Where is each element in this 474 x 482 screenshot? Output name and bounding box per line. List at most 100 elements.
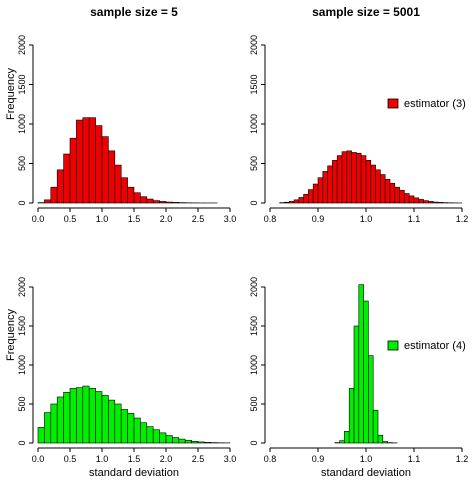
y-axis-label: Frequency xyxy=(5,309,17,361)
histogram-bar xyxy=(146,426,154,444)
x-tick-label: 1.0 xyxy=(360,214,373,224)
histogram-bar xyxy=(351,152,357,204)
histogram-bar xyxy=(44,199,52,204)
y-tick-label: 1500 xyxy=(249,316,259,336)
x-tick-label: 2.0 xyxy=(160,454,173,464)
x-tick-label: 1.2 xyxy=(456,214,469,224)
legend-swatch xyxy=(387,340,399,351)
y-tick-label: 2000 xyxy=(17,277,27,297)
histogram-bar xyxy=(133,192,141,204)
histogram-bar xyxy=(50,186,58,204)
histogram-bar xyxy=(172,202,180,204)
y-tick-label: 2000 xyxy=(249,277,259,297)
x-tick-label: 1.0 xyxy=(96,214,109,224)
histogram-bar xyxy=(365,160,372,204)
histogram-bar xyxy=(418,199,424,204)
histogram-bar xyxy=(50,403,58,444)
histogram-bar xyxy=(404,193,410,204)
histogram-bar xyxy=(76,119,84,204)
y-tick-label: 1000 xyxy=(249,114,259,134)
y-tick-label: 1500 xyxy=(249,74,259,94)
histogram-bar xyxy=(432,201,439,204)
histogram-bar xyxy=(341,151,348,204)
histogram-bar xyxy=(423,200,429,204)
x-tick-label: 0.9 xyxy=(312,214,325,224)
histogram-bar xyxy=(159,201,167,204)
histogram-bar xyxy=(108,399,116,444)
x-tick-label: 1.2 xyxy=(456,454,469,464)
histogram-bar xyxy=(127,186,135,204)
y-tick-label: 2000 xyxy=(17,35,27,55)
histogram-bar xyxy=(284,201,290,204)
histogram-bar xyxy=(327,165,333,204)
histogram-bar xyxy=(336,155,343,204)
histogram-bar xyxy=(363,300,369,444)
histogram-bar xyxy=(101,136,109,204)
y-tick-label: 1500 xyxy=(17,316,27,336)
column-title-right: sample size = 5001 xyxy=(312,5,420,19)
histogram-bar xyxy=(140,422,148,444)
histogram-bar xyxy=(95,391,103,444)
histogram-bar xyxy=(382,441,388,444)
histogram-bar xyxy=(120,177,128,204)
y-tick-label: 0 xyxy=(249,440,259,445)
histogram-bar xyxy=(413,197,420,204)
x-tick-label: 0.5 xyxy=(64,454,77,464)
x-tick-label: 1.0 xyxy=(360,454,373,464)
x-tick-label: 0.8 xyxy=(264,214,277,224)
y-tick-label: 2000 xyxy=(249,35,259,55)
histogram-bar xyxy=(69,388,77,444)
histogram-bar xyxy=(133,417,141,444)
histogram-bar xyxy=(368,355,374,444)
histogram-bar xyxy=(44,412,52,444)
histogram-bar xyxy=(356,152,362,204)
panel-top-right: 0.8 0.9 1.0 1.1 1.2 0 500 1000 1500 2000 estimator… xyxy=(249,35,468,224)
y-tick-label: 0 xyxy=(17,200,27,205)
histogram-bar xyxy=(172,437,180,444)
histogram-bar xyxy=(165,435,173,444)
x-tick-label: 1.1 xyxy=(408,214,421,224)
histogram-bar xyxy=(380,174,386,204)
histogram-bar xyxy=(191,440,199,444)
histogram-bar xyxy=(437,202,444,204)
histogram-bar xyxy=(95,125,103,204)
y-tick-label: 500 xyxy=(17,396,27,411)
y-tick-label: 1000 xyxy=(249,355,259,375)
histogram-bar xyxy=(114,403,122,444)
histogram-bar xyxy=(184,439,192,444)
histogram-bar xyxy=(428,201,434,204)
x-tick-label: 0.8 xyxy=(264,454,277,464)
y-tick-label: 1000 xyxy=(17,355,27,375)
x-tick-label: 1.5 xyxy=(128,454,141,464)
histogram-bar xyxy=(358,284,364,444)
x-tick-label: 2.5 xyxy=(192,454,205,464)
histogram-bar xyxy=(178,438,186,444)
histogram-bar xyxy=(298,197,304,204)
histogram-bar xyxy=(394,186,400,204)
histogram-bar xyxy=(293,199,300,204)
histogram-bar xyxy=(140,196,148,204)
histogram-bar xyxy=(101,395,109,444)
y-tick-label: 500 xyxy=(249,156,259,171)
panel-bottom-right: 0.8 0.9 1.0 1.1 1.2 0 500 1000 1500 2000 standard … xyxy=(249,277,468,479)
histogram-bar xyxy=(370,164,376,204)
histogram-bar xyxy=(152,200,160,204)
y-axis-label: Frequency xyxy=(5,68,17,120)
x-axis-label: standard deviation xyxy=(89,467,179,479)
x-tick-label: 0.9 xyxy=(312,454,325,464)
x-axis-label: standard deviation xyxy=(321,467,411,479)
x-tick-label: 2.0 xyxy=(160,214,173,224)
histogram-bar xyxy=(56,169,64,204)
histogram-bar xyxy=(375,169,381,204)
x-tick-label: 0.0 xyxy=(32,214,45,224)
histogram-bar xyxy=(108,150,116,204)
histogram-bar xyxy=(120,409,128,444)
histogram-bar xyxy=(348,388,355,444)
legend-label: estimator (3) xyxy=(404,98,466,110)
x-tick-label: 1.1 xyxy=(408,454,421,464)
histogram-bar xyxy=(346,150,352,204)
histogram-bar xyxy=(63,153,71,204)
histogram-bar xyxy=(63,391,71,444)
histogram-bar xyxy=(399,190,405,204)
